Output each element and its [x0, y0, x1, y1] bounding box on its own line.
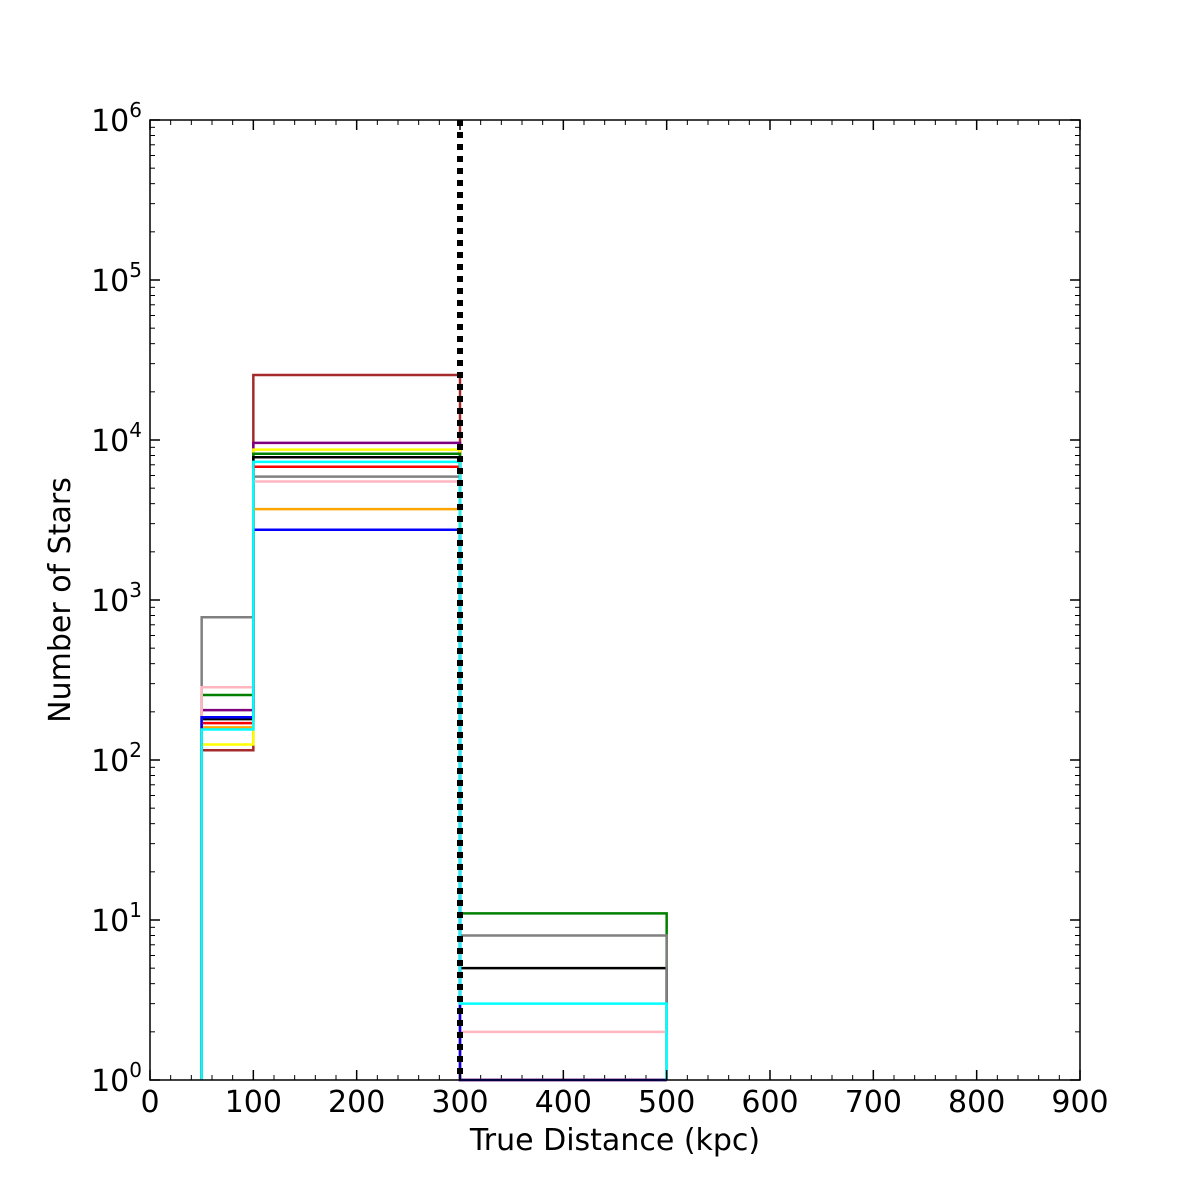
x-tick-label: 800	[948, 1085, 1005, 1120]
x-axis-label: True Distance (kpc)	[469, 1123, 760, 1158]
y-tick-label: 100	[91, 1058, 142, 1099]
x-tick-label: 900	[1051, 1085, 1108, 1120]
x-tick-label: 600	[741, 1085, 798, 1120]
minor-ticks	[150, 120, 1080, 1080]
histogram-series-10	[200, 460, 668, 1080]
y-tick-label: 102	[91, 738, 142, 779]
y-tick-label: 105	[91, 258, 142, 299]
histogram-series-6	[200, 475, 668, 1080]
y-axis-label: Number of Stars	[43, 477, 78, 723]
x-tick-label: 200	[328, 1085, 385, 1120]
x-tick-label: 0	[140, 1085, 159, 1120]
y-axis: 100 101 102 103 104 105 106	[91, 98, 1080, 1099]
histogram-series-3	[200, 452, 668, 1080]
histogram-series-4	[200, 456, 668, 1080]
histogram-series-7	[200, 480, 668, 1080]
y-tick-label: 106	[91, 98, 142, 139]
x-tick-label: 100	[225, 1085, 282, 1120]
y-tick-label: 101	[91, 898, 142, 939]
y-tick-label: 103	[91, 578, 142, 619]
x-tick-label: 400	[535, 1085, 592, 1120]
x-tick-label: 700	[845, 1085, 902, 1120]
y-tick-label: 104	[91, 418, 142, 459]
x-axis: 0 100 200 300 400 500 600 700 800 900	[140, 120, 1109, 1120]
x-tick-label: 500	[638, 1085, 695, 1120]
x-tick-label: 300	[431, 1085, 488, 1120]
